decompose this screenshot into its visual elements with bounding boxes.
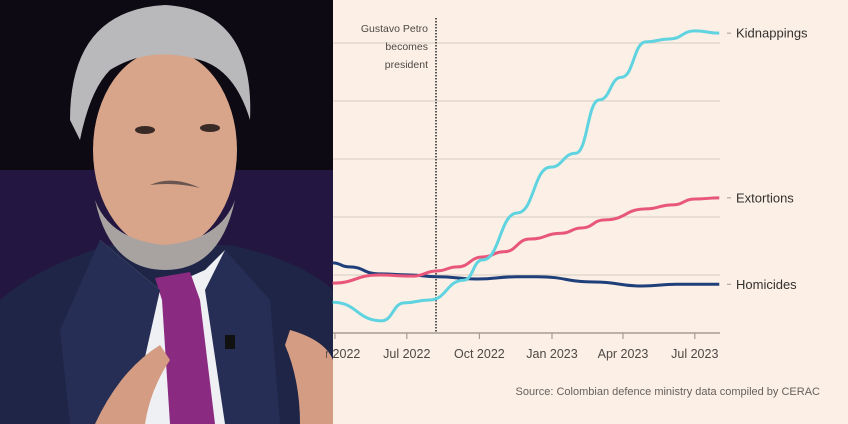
tie [155, 272, 215, 424]
x-tick-label: Jan 2023 [526, 347, 577, 361]
series-label-extortions: Extortions [736, 190, 794, 205]
annotation-line-2: becomes [385, 41, 428, 53]
hair [70, 5, 251, 140]
source-note: Source: Colombian defence ministry data … [516, 386, 821, 398]
face [93, 50, 237, 250]
series-label-kidnappings: Kidnappings [736, 26, 808, 41]
eye-right [200, 124, 220, 132]
chart-background [333, 0, 848, 424]
series-line-extortions [332, 196, 720, 285]
x-tick-label: Oct 2022 [454, 347, 505, 361]
annotation-line-1: Gustavo Petro [361, 23, 428, 35]
lapel-right [205, 250, 280, 424]
portrait-photo [0, 0, 333, 424]
x-tick-label: Apr 2022 [310, 347, 361, 361]
x-axis: Apr 2022 Jul 2022 Oct 2022 Jan 2023 Apr 2023… [310, 332, 720, 361]
x-tick-label: Jul 2022 [383, 347, 430, 361]
annotation-line-3: president [385, 59, 428, 71]
beard [95, 200, 235, 270]
lapel-microphone [225, 335, 235, 349]
series-line-kidnappings [332, 29, 720, 323]
series-lines [332, 29, 720, 323]
x-tick-label: Jul 2023 [671, 347, 718, 361]
series-labels: Homicides Extortions Kidnappings [727, 26, 808, 292]
mustache [150, 180, 200, 188]
hand-right [285, 330, 333, 424]
petro-annotation-text: Gustavo Petro becomes president [361, 23, 428, 71]
series-label-homicides: Homicides [736, 277, 797, 292]
eye-left [135, 126, 155, 134]
hand-left [95, 345, 170, 424]
x-tick-label: Apr 2023 [598, 347, 649, 361]
